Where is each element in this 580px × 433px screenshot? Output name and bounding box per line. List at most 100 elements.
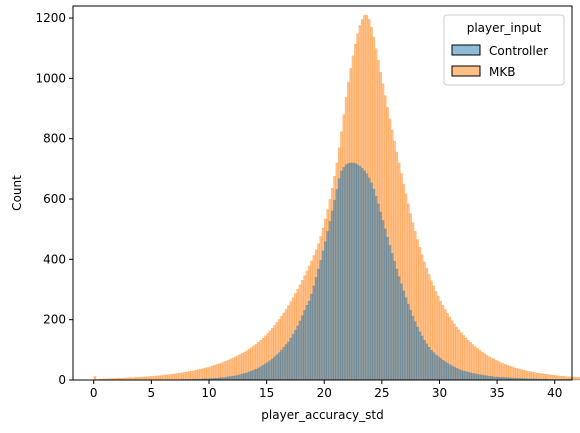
mkb-bar xyxy=(218,363,221,381)
mkb-bar xyxy=(213,365,217,381)
mkb-bar xyxy=(181,372,184,381)
controller-bar xyxy=(388,244,392,381)
controller-bar xyxy=(443,361,447,381)
controller-bar xyxy=(305,305,309,381)
y-tick-label: 1000 xyxy=(35,71,66,85)
mkb-bar xyxy=(169,374,173,381)
y-tick-label: 600 xyxy=(43,192,66,206)
controller-bar xyxy=(319,260,323,381)
controller-bar xyxy=(418,331,422,381)
controller-bar xyxy=(291,333,295,381)
controller-bar xyxy=(330,210,334,381)
mkb-bar xyxy=(190,370,194,381)
controller-bar xyxy=(460,369,463,381)
mkb-bar xyxy=(185,371,189,381)
controller-bar xyxy=(236,374,240,381)
controller-bar xyxy=(275,354,279,381)
controller-bar xyxy=(335,189,339,381)
controller-bar xyxy=(317,268,320,381)
legend-label-controller: Controller xyxy=(489,44,548,58)
mkb-bar xyxy=(162,374,166,381)
controller-bar xyxy=(367,177,371,381)
x-tick-label: 20 xyxy=(317,386,332,400)
controller-bar xyxy=(333,200,336,381)
mkb-bar xyxy=(171,373,175,381)
controller-bar xyxy=(300,315,304,381)
controller-bar xyxy=(284,344,288,381)
controller-bar xyxy=(259,366,263,381)
controller-bar xyxy=(430,349,433,381)
legend-title: player_input xyxy=(467,21,542,35)
x-tick-label: 10 xyxy=(201,386,216,400)
controller-bar xyxy=(397,276,401,381)
controller-bar xyxy=(280,349,283,381)
y-axis-label: Count xyxy=(10,175,24,211)
controller-bar xyxy=(478,374,482,381)
legend-swatch-controller xyxy=(451,44,481,56)
controller-bar xyxy=(273,356,277,381)
controller-bar xyxy=(464,371,468,381)
controller-bar xyxy=(363,170,366,381)
controller-bar xyxy=(351,162,355,381)
controller-bar xyxy=(489,376,493,381)
x-tick-label: 0 xyxy=(90,386,98,400)
controller-bar xyxy=(268,360,272,381)
controller-bar xyxy=(446,362,449,381)
controller-bar xyxy=(312,285,316,381)
controller-bar xyxy=(485,375,489,381)
mkb-bar xyxy=(211,365,214,381)
plot-frame xyxy=(72,5,573,381)
controller-bar xyxy=(455,368,459,381)
legend: player_input Controller MKB xyxy=(443,14,565,86)
mkb-bar xyxy=(160,375,164,381)
controller-bar xyxy=(353,163,357,381)
controller-bar xyxy=(483,375,486,381)
controller-bar xyxy=(266,362,270,381)
mkb-bar xyxy=(93,376,97,381)
mkb-bar xyxy=(194,369,198,381)
mkb-bar xyxy=(547,374,551,381)
y-tick-label: 0 xyxy=(58,373,66,387)
controller-bar xyxy=(344,164,348,381)
controller-bar xyxy=(469,372,472,381)
mkb-bar xyxy=(204,367,207,381)
controller-bar xyxy=(404,297,408,381)
controller-bar xyxy=(386,236,389,381)
mkb-bar xyxy=(222,361,226,381)
controller-bar xyxy=(261,365,265,381)
controller-bar xyxy=(245,372,249,381)
controller-bar xyxy=(234,375,237,381)
controller-bar xyxy=(480,374,484,381)
controller-bar xyxy=(409,309,413,381)
controller-bar xyxy=(473,373,477,381)
controller-bar xyxy=(432,352,436,381)
controller-bar xyxy=(238,374,242,381)
controller-bar xyxy=(476,374,479,381)
mkb-bar xyxy=(153,375,157,381)
controller-bar xyxy=(289,337,293,381)
controller-bar xyxy=(471,373,475,381)
controller-bar xyxy=(425,343,429,381)
mkb-bar xyxy=(164,374,168,381)
mkb-bar xyxy=(174,373,177,381)
controller-bar xyxy=(448,364,452,381)
controller-bar xyxy=(434,354,438,381)
controller-bar xyxy=(310,293,313,381)
controller-bar xyxy=(229,376,233,381)
mkb-bar xyxy=(192,370,196,381)
controller-bar xyxy=(298,320,302,381)
y-tick-label: 200 xyxy=(43,313,66,327)
y-tick-label: 1200 xyxy=(35,11,66,25)
x-tick-label: 25 xyxy=(374,386,389,400)
controller-bar xyxy=(462,370,466,381)
controller-bar xyxy=(377,203,380,381)
legend-swatch-mkb xyxy=(451,65,481,77)
controller-bar xyxy=(257,367,260,381)
x-tick-label: 30 xyxy=(432,386,447,400)
controller-bar xyxy=(436,356,440,381)
controller-bar xyxy=(321,250,325,381)
controller-bar xyxy=(328,221,332,381)
controller-bar xyxy=(349,162,353,381)
controller-bar xyxy=(453,366,456,381)
controller-bar xyxy=(413,321,417,381)
